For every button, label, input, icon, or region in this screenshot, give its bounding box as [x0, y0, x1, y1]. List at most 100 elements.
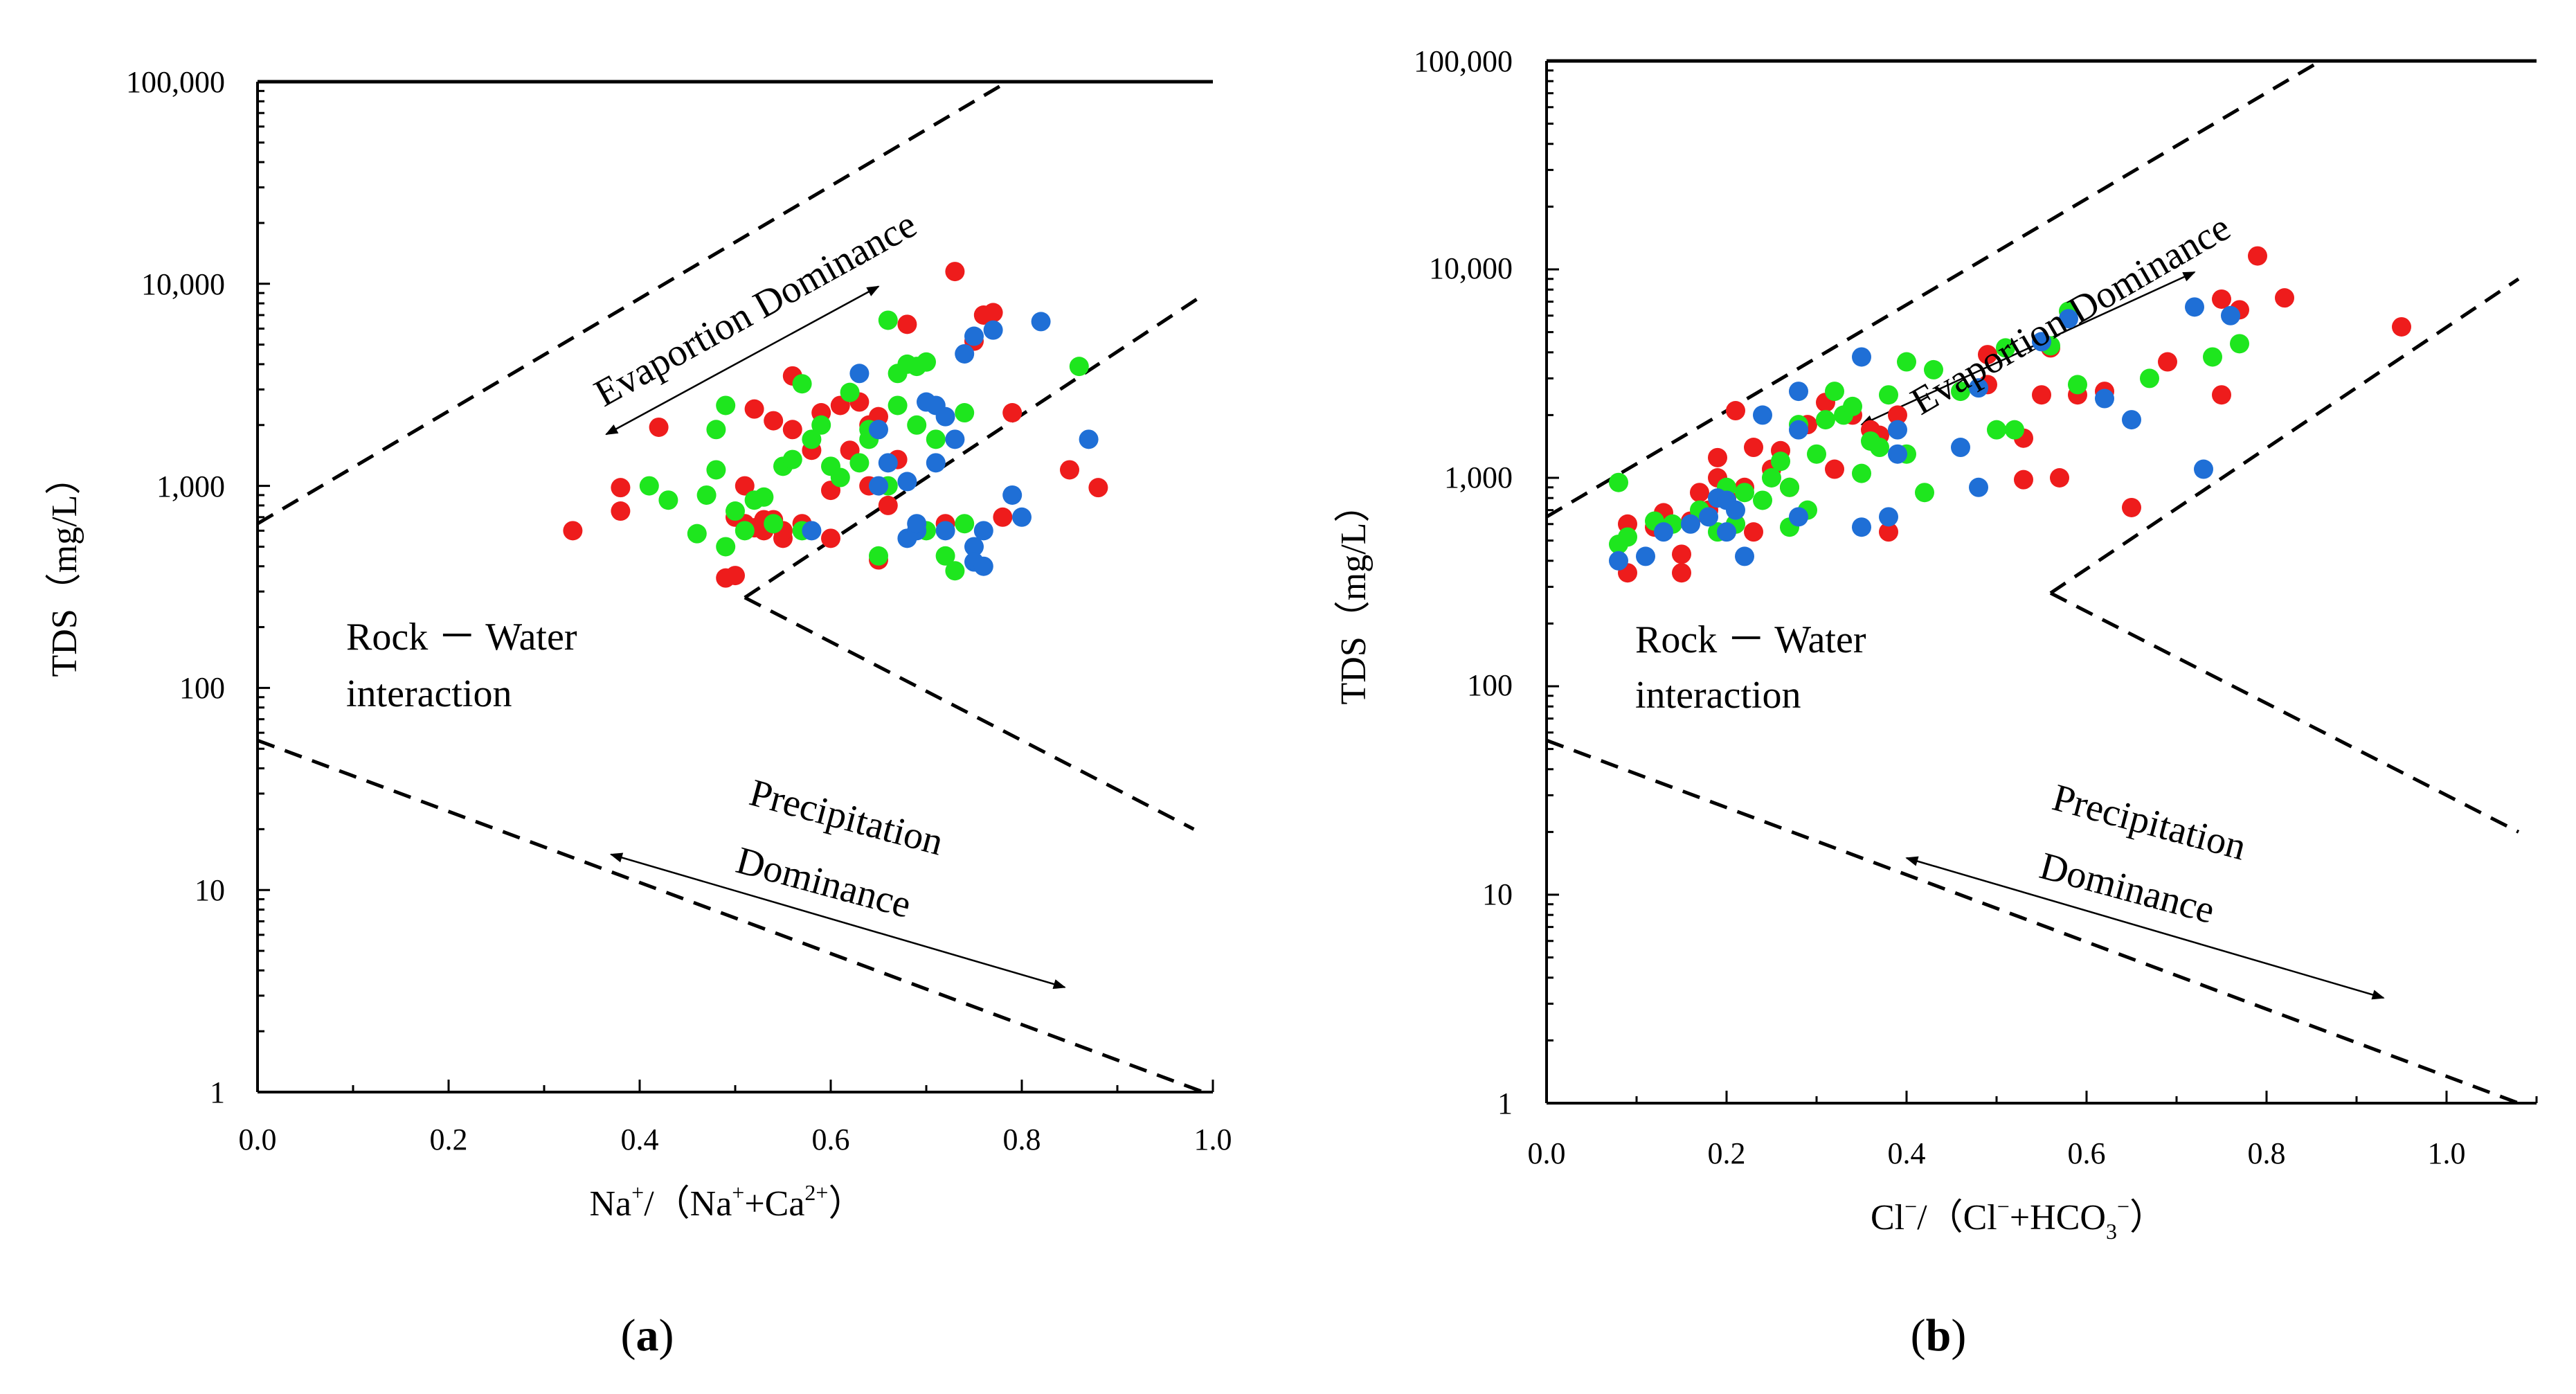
- data-point-green: [764, 514, 784, 534]
- data-point-green: [917, 352, 936, 372]
- data-point-red: [782, 420, 802, 440]
- data-point-red: [983, 303, 1003, 323]
- data-point-blue: [2059, 309, 2078, 329]
- data-point-red: [1690, 483, 1709, 503]
- data-point-green: [907, 415, 927, 435]
- data-point-green: [955, 514, 975, 534]
- data-point-green: [1825, 382, 1844, 402]
- data-point-blue: [935, 406, 955, 427]
- data-point-green: [1915, 483, 1934, 503]
- y-tick-label: 100,000: [126, 65, 225, 99]
- panel-b-rock-water-label-line1: Rock － Water: [1635, 618, 1866, 661]
- y-tick-label: 100,000: [1414, 44, 1513, 78]
- data-point-blue: [869, 476, 888, 496]
- panel-b-points: [1609, 246, 2411, 583]
- data-point-blue: [802, 521, 822, 541]
- data-point-red: [2122, 497, 2141, 517]
- data-point-red: [821, 528, 840, 548]
- panel-a-chart: 1 10 100 1,000 10,000 100,000 0.0 0.2 0.…: [45, 65, 1232, 1361]
- x-tick-label: 0.0: [1528, 1136, 1566, 1170]
- x-tick-label: 0.4: [621, 1123, 659, 1156]
- data-point-red: [1088, 478, 1108, 498]
- x-tick-label: 0.8: [1003, 1123, 1041, 1156]
- boundary-line: [744, 596, 1195, 831]
- data-point-green: [888, 395, 908, 415]
- data-point-green: [935, 546, 955, 566]
- data-point-green: [1780, 477, 1799, 497]
- data-point-green: [1852, 463, 1871, 483]
- y-tick-label: 100: [1467, 668, 1513, 702]
- data-point-red: [2212, 289, 2231, 309]
- data-point-green: [1762, 468, 1781, 488]
- data-point-green: [782, 449, 802, 470]
- data-point-red: [649, 417, 669, 437]
- data-point-red: [2275, 288, 2294, 308]
- data-point-red: [897, 314, 917, 334]
- data-point-blue: [1735, 546, 1754, 566]
- data-point-green: [1996, 338, 2015, 358]
- data-point-blue: [849, 364, 870, 384]
- data-point-red: [2392, 316, 2411, 337]
- y-tick-label: 10: [1482, 877, 1513, 911]
- data-point-blue: [973, 521, 993, 541]
- data-point-green: [830, 467, 850, 488]
- y-tick-label: 10,000: [141, 267, 225, 301]
- panel-a-x-axis-title: Na+/（Na++Ca2+）: [590, 1180, 865, 1224]
- data-point-green: [1069, 357, 1089, 377]
- data-point-green: [840, 382, 860, 402]
- data-point-red: [611, 478, 631, 498]
- data-point-green: [878, 310, 898, 330]
- panel-a-label: (a): [621, 1310, 674, 1361]
- data-point-red: [764, 411, 784, 431]
- data-point-blue: [1636, 546, 1655, 566]
- data-point-blue: [1789, 420, 1808, 440]
- panel-b-y-tick-labels: 1 10 100 1,000 10,000 100,000: [1414, 44, 1513, 1120]
- y-tick-label: 10,000: [1429, 251, 1513, 285]
- data-point-red: [1744, 438, 1763, 458]
- data-point-green: [2230, 334, 2249, 354]
- x-tick-label: 1.0: [1194, 1123, 1232, 1156]
- panel-a-x-tick-labels: 0.0 0.2 0.4 0.6 0.8 1.0: [239, 1123, 1232, 1156]
- data-point-green: [1753, 490, 1772, 510]
- panel-a-y-axis-title: TDS（mg/L）: [45, 459, 84, 677]
- data-point-red: [1879, 522, 1898, 542]
- data-point-red: [726, 566, 745, 586]
- panel-b-label: (b): [1911, 1310, 1967, 1361]
- data-point-blue: [1699, 507, 1718, 527]
- data-point-red: [1825, 459, 1844, 479]
- x-tick-label: 0.6: [2068, 1136, 2106, 1170]
- data-point-red: [2158, 352, 2177, 372]
- data-point-blue: [897, 472, 917, 492]
- data-point-blue: [1654, 522, 1673, 542]
- data-point-blue: [1888, 420, 1907, 440]
- data-point-green: [2203, 347, 2222, 367]
- direction-arrow: [1860, 271, 2196, 426]
- panel-a-rock-water-label-line1: Rock － Water: [346, 616, 577, 659]
- x-tick-label: 0.2: [430, 1123, 468, 1156]
- data-point-blue: [973, 556, 993, 576]
- data-point-green: [1807, 444, 1826, 464]
- data-point-blue: [2032, 332, 2051, 352]
- data-point-green: [849, 453, 870, 473]
- y-tick-label: 10: [195, 873, 225, 907]
- data-point-green: [1843, 396, 1862, 416]
- data-point-green: [945, 561, 965, 581]
- data-point-red: [2050, 468, 2069, 488]
- data-point-green: [639, 476, 659, 496]
- x-tick-label: 0.6: [812, 1123, 850, 1156]
- data-point-blue: [1079, 429, 1099, 449]
- data-point-green: [869, 546, 888, 566]
- data-point-blue: [1852, 517, 1871, 537]
- data-point-green: [955, 403, 975, 423]
- data-point-red: [878, 495, 898, 515]
- y-tick-label: 1: [1497, 1087, 1513, 1120]
- data-point-blue: [964, 326, 984, 346]
- data-point-red: [735, 476, 755, 496]
- data-point-blue: [2185, 297, 2204, 317]
- panel-a-points: [563, 262, 1108, 588]
- panel-b-axes: [1545, 59, 2538, 1105]
- data-point-blue: [945, 429, 965, 449]
- data-point-red: [611, 501, 631, 521]
- data-point-green: [1879, 385, 1898, 405]
